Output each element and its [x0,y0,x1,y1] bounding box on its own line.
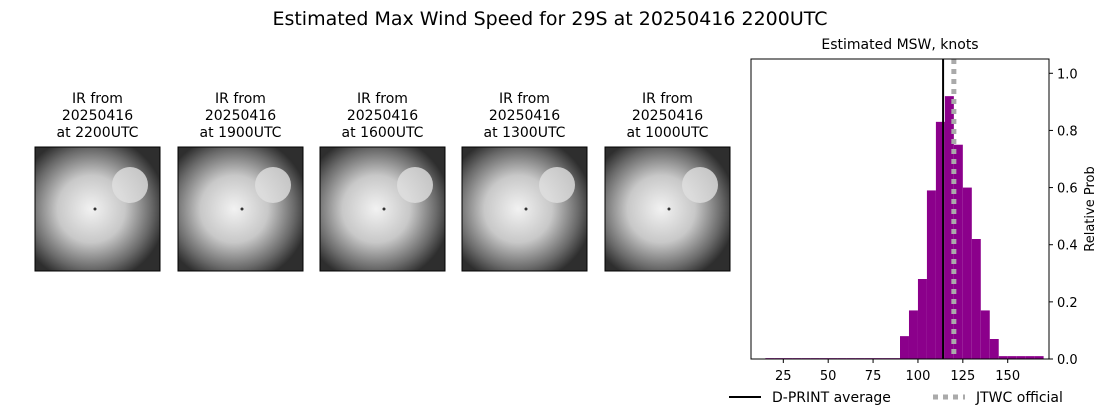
image-title: IR from [357,91,408,107]
y-tick-label: 0.8 [1057,124,1078,139]
bar [971,239,981,359]
legend-label: D-PRINT average [772,390,891,406]
image-title: 20250416 [489,108,560,124]
image-title: at 2200UTC [57,125,139,141]
image-title: 20250416 [632,108,703,124]
x-tick-label: 150 [995,369,1020,384]
cloud [255,167,291,203]
bar [926,190,936,359]
satellite-image [34,146,161,272]
image-title: at 1600UTC [342,125,424,141]
bar [989,339,999,359]
image-title: IR from [72,91,123,107]
y-tick-label: 0.0 [1057,353,1078,368]
cloud [682,167,718,203]
y-tick-label: 0.4 [1057,239,1078,254]
bar [1016,356,1026,359]
image-title: IR from [642,91,693,107]
bar [935,121,945,359]
x-tick-label: 25 [775,369,792,384]
eye [382,207,386,211]
x-tick-label: 125 [950,369,975,384]
y-tick-label: 0.6 [1057,182,1078,197]
image-title: 20250416 [205,108,276,124]
image-title: at 1000UTC [627,125,709,141]
x-tick-label: 50 [820,369,837,384]
image-title: IR from [215,91,266,107]
image-title: 20250416 [347,108,418,124]
legend-label: JTWC official [975,390,1063,406]
image-title: at 1900UTC [200,125,282,141]
plot-frame [750,58,1050,360]
bar [998,356,1008,359]
y-axis-label: Relative Prob [1083,166,1098,251]
bar [1007,356,1017,359]
y-tick-label: 0.2 [1057,296,1078,311]
eye [524,207,528,211]
image-title: IR from [499,91,550,107]
cloud [397,167,433,203]
eye [93,207,97,211]
bar [917,279,927,359]
bar [1034,356,1044,359]
chart-title: Estimated MSW, knots [821,37,978,53]
cloud [112,167,148,203]
bar [944,96,954,360]
bar [953,144,963,359]
bar [1025,356,1035,359]
bar [900,336,909,359]
cloud [539,167,575,203]
bar [908,310,918,359]
image-title: 20250416 [62,108,133,124]
image-title: at 1300UTC [484,125,566,141]
eye [667,207,671,211]
main-title: Estimated Max Wind Speed for 29S at 2025… [272,8,827,30]
bar [980,310,990,359]
x-tick-label: 100 [906,369,931,384]
x-tick-label: 75 [865,369,882,384]
bar [962,187,972,359]
eye [240,207,244,211]
y-tick-label: 1.0 [1057,67,1078,82]
